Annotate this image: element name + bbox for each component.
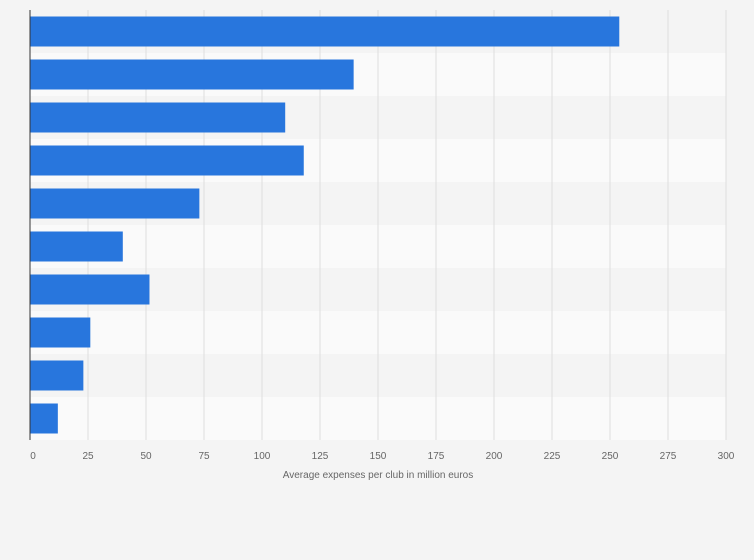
bar[interactable]	[30, 360, 84, 391]
x-tick-label: 250	[602, 451, 619, 462]
x-axis-title: Average expenses per club in million eur…	[283, 470, 473, 481]
grid-lines	[87, 10, 727, 440]
x-tick-label: 75	[198, 451, 210, 462]
x-tick-label: 300	[718, 451, 735, 462]
bar[interactable]	[30, 145, 304, 176]
x-tick-label: 125	[312, 451, 329, 462]
x-tick-label: 25	[82, 451, 94, 462]
x-tick-label: 175	[428, 451, 445, 462]
bar[interactable]	[30, 102, 286, 133]
bar[interactable]	[30, 59, 354, 90]
bar[interactable]	[30, 188, 200, 219]
x-tick-label: 0	[30, 451, 36, 462]
x-tick-label: 275	[660, 451, 677, 462]
x-tick-label: 100	[254, 451, 271, 462]
bar[interactable]	[30, 16, 620, 47]
bar[interactable]	[30, 403, 58, 434]
x-axis-tick-labels: 0 25 50 75 100 125 150 175 200 225 250 275 300	[30, 451, 735, 462]
bars	[30, 16, 620, 434]
bar[interactable]	[30, 317, 91, 348]
x-tick-label: 150	[370, 451, 387, 462]
bar[interactable]	[30, 231, 123, 262]
x-tick-label: 200	[486, 451, 503, 462]
x-tick-label: 225	[544, 451, 561, 462]
bar[interactable]	[30, 274, 150, 305]
x-tick-label: 50	[140, 451, 152, 462]
